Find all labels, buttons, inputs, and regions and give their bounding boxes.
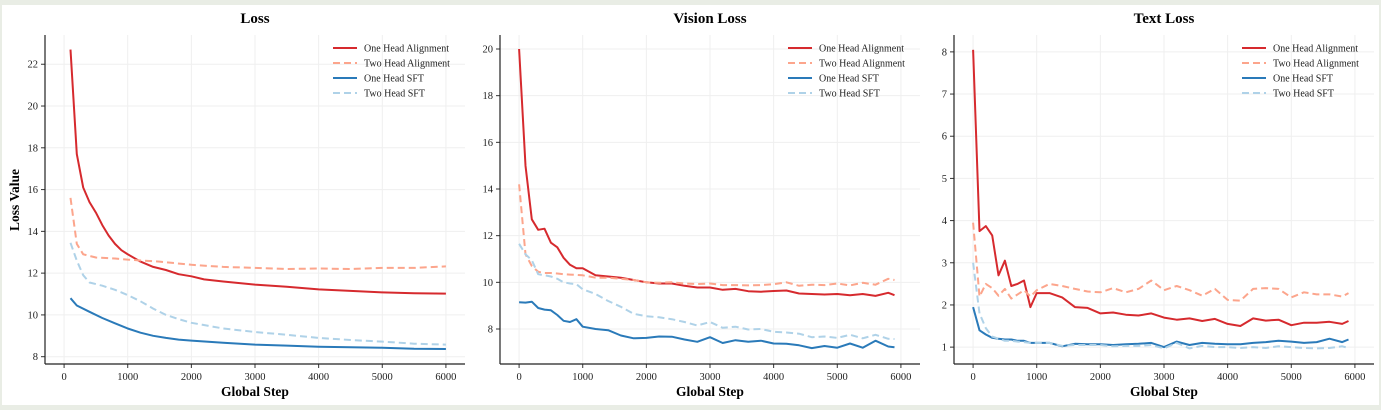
x-tick-label: 2000 xyxy=(1090,372,1111,383)
series-line-two-head-alignment xyxy=(518,184,895,287)
y-tick-label: 8 xyxy=(488,325,493,336)
legend-label: Two Head Alignment xyxy=(1273,59,1359,70)
y-tick-label: 10 xyxy=(28,310,39,321)
legend-label: One Head SFT xyxy=(1273,74,1333,85)
x-tick-label: 0 xyxy=(516,372,521,383)
series-line-one-head-alignment xyxy=(518,48,895,297)
chart-title: Text Loss xyxy=(1134,11,1195,27)
series-line-one-head-alignment xyxy=(69,49,446,295)
x-tick-label: 4000 xyxy=(763,372,784,383)
x-tick-label: 3000 xyxy=(700,372,721,383)
y-tick-label: 18 xyxy=(483,91,494,102)
x-tick-label: 4000 xyxy=(1217,372,1238,383)
y-tick-label: 18 xyxy=(28,143,39,154)
x-tick-label: 4000 xyxy=(308,372,329,383)
legend-label: Two Head Alignment xyxy=(819,59,905,70)
y-tick-label: 12 xyxy=(483,231,494,242)
series-line-two-head-alignment xyxy=(69,197,446,270)
x-tick-label: 5000 xyxy=(372,372,393,383)
y-tick-label: 14 xyxy=(28,227,39,238)
legend-label: Two Head SFT xyxy=(364,89,425,100)
y-tick-label: 22 xyxy=(28,60,39,71)
x-tick-label: 0 xyxy=(970,372,975,383)
x-axis-label: Global Step xyxy=(221,384,289,399)
legend-label: One Head SFT xyxy=(364,74,424,85)
chart-3: 0 1000 2000 3000 4000 5000 6000 1 2 3 4 5 6 7 8 One Hea… xyxy=(942,11,1374,399)
y-tick-label: 16 xyxy=(483,138,494,149)
x-axis-label: Global Step xyxy=(676,384,744,399)
y-tick-label: 20 xyxy=(28,102,39,113)
x-tick-label: 6000 xyxy=(890,372,911,383)
series-line-one-head-alignment xyxy=(972,49,1349,327)
chart-1: 0 1000 2000 3000 4000 5000 6000 8 10 12 14 16 18 20 22… xyxy=(7,11,465,399)
chart-title: Vision Loss xyxy=(673,11,746,27)
x-tick-label: 1000 xyxy=(572,372,593,383)
x-tick-label: 1000 xyxy=(1026,372,1047,383)
legend-label: One Head Alignment xyxy=(364,44,449,55)
x-tick-label: 6000 xyxy=(1344,372,1365,383)
y-tick-label: 4 xyxy=(942,216,948,227)
y-tick-label: 6 xyxy=(942,132,947,143)
legend-label: Two Head Alignment xyxy=(364,59,450,70)
y-tick-label: 5 xyxy=(942,174,947,185)
series-line-one-head-sft xyxy=(69,297,446,350)
legend-label: One Head SFT xyxy=(819,74,879,85)
chart-2: 0 1000 2000 3000 4000 5000 6000 8 10 12 14 16 18 20 On… xyxy=(483,11,920,399)
legend-label: One Head Alignment xyxy=(1273,44,1358,55)
chart-title: Loss xyxy=(240,11,269,27)
x-tick-label: 6000 xyxy=(435,372,456,383)
y-tick-label: 12 xyxy=(28,269,39,280)
series-line-two-head-sft xyxy=(69,242,446,346)
y-tick-label: 8 xyxy=(942,47,947,58)
y-tick-label: 10 xyxy=(483,278,494,289)
legend-label: One Head Alignment xyxy=(819,44,904,55)
x-tick-label: 3000 xyxy=(245,372,266,383)
y-tick-label: 14 xyxy=(483,185,494,196)
y-axis-label: Loss Value xyxy=(7,169,22,231)
x-tick-label: 5000 xyxy=(827,372,848,383)
y-tick-label: 2 xyxy=(942,300,947,311)
y-tick-label: 3 xyxy=(942,258,947,269)
series-line-two-head-alignment xyxy=(972,222,1349,302)
x-axis-label: Global Step xyxy=(1130,384,1198,399)
y-tick-label: 16 xyxy=(28,185,39,196)
x-tick-label: 2000 xyxy=(636,372,657,383)
x-tick-label: 0 xyxy=(61,372,66,383)
series-line-one-head-sft xyxy=(519,300,895,350)
y-tick-label: 1 xyxy=(942,343,947,354)
legend-label: Two Head SFT xyxy=(819,89,880,100)
x-tick-label: 2000 xyxy=(181,372,202,383)
figure-panel xyxy=(2,5,1379,405)
x-tick-label: 5000 xyxy=(1281,372,1302,383)
x-tick-label: 3000 xyxy=(1154,372,1175,383)
y-tick-label: 7 xyxy=(942,90,947,101)
y-tick-label: 8 xyxy=(33,352,38,363)
series-line-one-head-sft xyxy=(972,306,1349,349)
x-tick-label: 1000 xyxy=(117,372,138,383)
series-line-two-head-sft xyxy=(518,243,895,340)
y-tick-label: 20 xyxy=(483,45,494,56)
legend-label: Two Head SFT xyxy=(1273,89,1334,100)
